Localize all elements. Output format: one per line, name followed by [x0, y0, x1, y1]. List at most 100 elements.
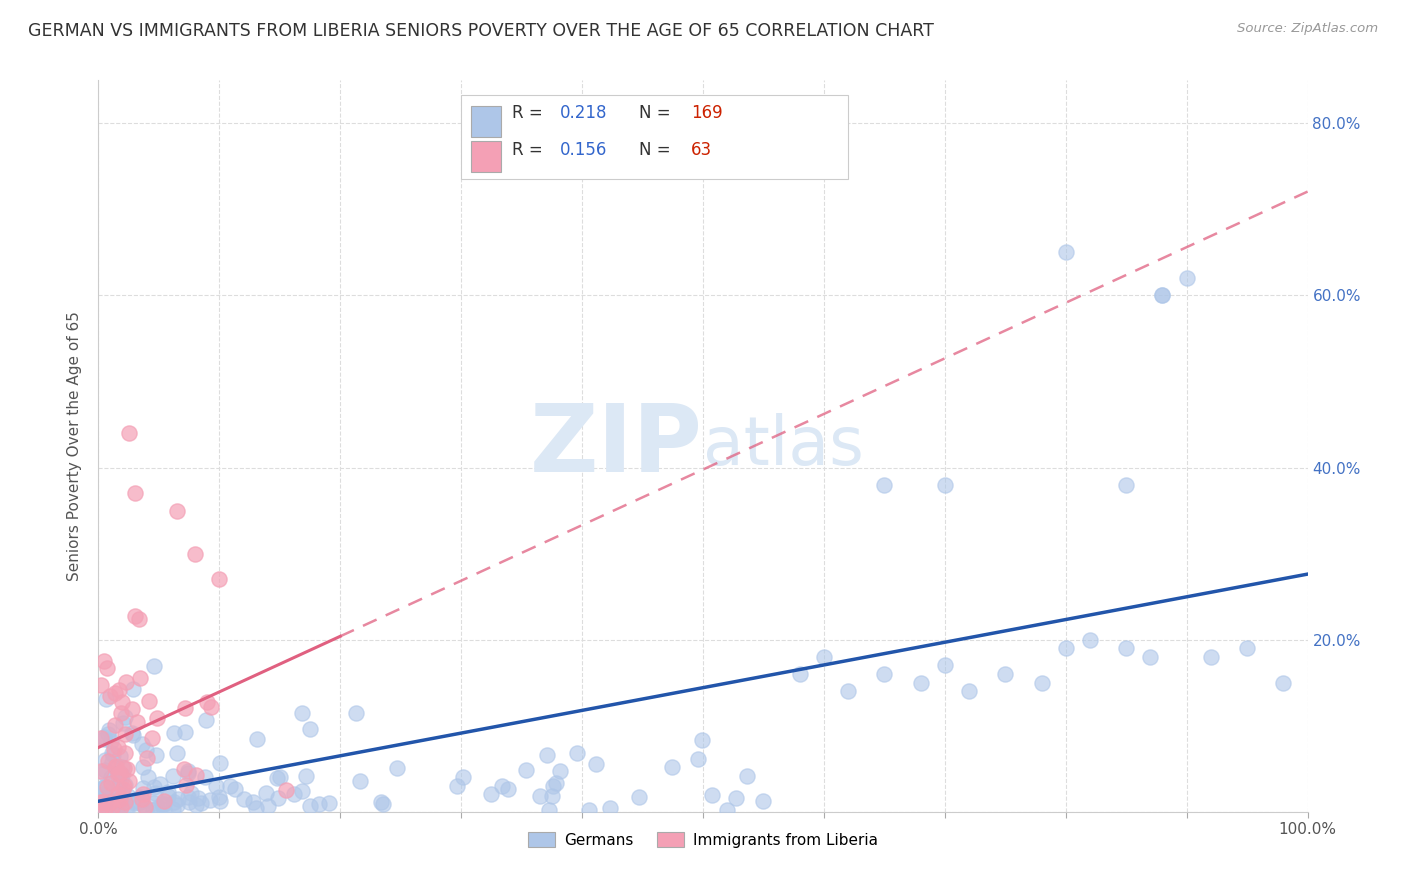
Point [529, 789, 551, 804]
Point [628, 789, 651, 804]
Point [291, 706, 314, 721]
Point [370, 795, 392, 809]
Point [125, 795, 148, 809]
Point [157, 789, 180, 804]
Point [700, 788, 723, 802]
Point [107, 767, 129, 781]
Point [599, 801, 621, 815]
Point [131, 792, 153, 806]
Point [274, 783, 297, 797]
Point [136, 751, 159, 765]
Point [141, 731, 163, 745]
Point [93, 655, 115, 669]
Text: GERMAN VS IMMIGRANTS FROM LIBERIA SENIORS POVERTY OVER THE AGE OF 65 CORRELATION: GERMAN VS IMMIGRANTS FROM LIBERIA SENIOR… [28, 22, 934, 40]
Text: N =: N = [638, 141, 676, 159]
Point [540, 789, 562, 803]
Point [1175, 271, 1198, 285]
Point [177, 795, 200, 809]
Point [446, 779, 468, 793]
Point [110, 792, 132, 806]
Point [111, 695, 134, 709]
Text: R =: R = [512, 141, 548, 159]
Point [174, 778, 197, 792]
Point [546, 775, 568, 789]
Point [114, 727, 136, 741]
Point [127, 714, 149, 729]
Point [174, 701, 197, 715]
Point [153, 797, 176, 812]
Point [105, 793, 128, 807]
Point [100, 770, 122, 784]
Point [117, 789, 139, 803]
Point [101, 747, 124, 762]
Point [136, 770, 159, 784]
Point [716, 803, 738, 817]
Point [266, 771, 288, 785]
Point [132, 760, 155, 774]
Point [585, 757, 607, 772]
Point [114, 709, 136, 723]
Point [108, 778, 131, 792]
Point [103, 741, 125, 756]
Point [93, 796, 115, 810]
Point [135, 803, 157, 817]
Point [111, 760, 134, 774]
Point [94, 801, 117, 815]
Point [1139, 649, 1161, 664]
Point [90, 678, 112, 692]
Point [910, 675, 932, 690]
Point [107, 787, 129, 801]
Point [371, 797, 394, 812]
Point [131, 737, 153, 751]
Point [344, 706, 367, 720]
Point [219, 779, 242, 793]
Point [94, 753, 117, 767]
Point [789, 667, 811, 681]
Point [538, 803, 561, 817]
Point [688, 752, 710, 766]
Point [298, 723, 321, 737]
Point [110, 766, 132, 780]
Point [174, 725, 197, 739]
Point [173, 762, 195, 776]
Point [135, 742, 157, 756]
Point [957, 684, 980, 698]
Point [93, 766, 115, 780]
Point [104, 760, 127, 774]
Point [101, 746, 124, 760]
Point [98, 795, 121, 809]
Point [567, 746, 589, 760]
Point [100, 793, 122, 807]
Point [1054, 245, 1077, 260]
Point [110, 772, 132, 787]
Point [873, 477, 896, 491]
Text: 169: 169 [690, 104, 723, 122]
Point [146, 711, 169, 725]
Point [97, 723, 120, 737]
Point [118, 426, 141, 441]
Point [138, 694, 160, 708]
Y-axis label: Seniors Poverty Over the Age of 65: Seniors Poverty Over the Age of 65 [67, 311, 83, 581]
FancyBboxPatch shape [471, 106, 501, 136]
Point [162, 795, 184, 809]
Point [198, 793, 221, 807]
Text: R =: R = [512, 104, 548, 122]
Point [134, 800, 156, 814]
Point [108, 791, 131, 805]
Point [93, 730, 115, 744]
Point [110, 794, 132, 808]
Point [111, 767, 134, 781]
Point [661, 759, 683, 773]
Point [177, 765, 200, 780]
Point [124, 486, 146, 500]
Point [735, 769, 758, 783]
Point [93, 780, 115, 794]
Point [124, 609, 146, 624]
Point [1115, 641, 1137, 656]
Point [167, 791, 190, 805]
Point [1152, 288, 1174, 302]
Text: ZIP: ZIP [530, 400, 703, 492]
Point [578, 803, 600, 817]
Point [349, 774, 371, 789]
Point [117, 762, 139, 776]
